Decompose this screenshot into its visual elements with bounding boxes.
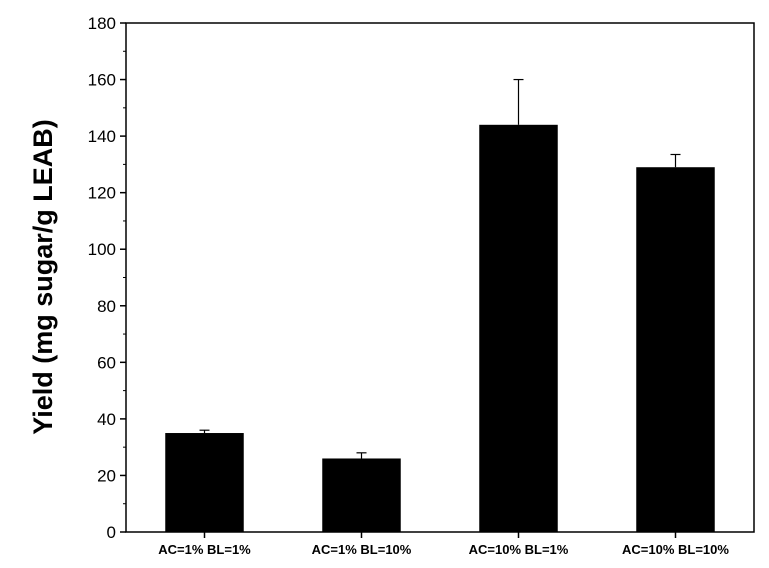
y-tick-label-120: 120: [88, 184, 116, 203]
x-tick-label-4: AC=10% BL=10%: [622, 542, 729, 557]
error-bars-group: [199, 78, 681, 459]
y-tick-label-180: 180: [88, 14, 116, 33]
x-tick-label-3: AC=10% BL=1%: [469, 542, 569, 557]
bar-3: [479, 124, 558, 533]
y-tick-label-40: 40: [97, 410, 116, 429]
y-tick-label-20: 20: [97, 466, 116, 485]
bar-2: [322, 458, 401, 532]
y-tick-label-140: 140: [88, 127, 116, 146]
y-tick-label-100: 100: [88, 240, 116, 259]
y-tick-label-60: 60: [97, 353, 116, 372]
x-labels-group: AC=1% BL=1% AC=1% BL=10% AC=10% BL=1% AC=10…: [158, 542, 729, 557]
bar-4: [636, 167, 715, 532]
y-ticks-group: 0 20 40 60 80 100 120 140 160 180: [88, 14, 126, 542]
y-tick-label-80: 80: [97, 297, 116, 316]
bars-group: [165, 124, 715, 533]
y-tick-label-0: 0: [107, 523, 116, 542]
bar-1: [165, 433, 244, 532]
x-tick-label-2: AC=1% BL=10%: [312, 542, 412, 557]
y-axis-title: Yield (mg sugar/g LEAB): [28, 119, 58, 435]
x-tick-label-1: AC=1% BL=1%: [158, 542, 251, 557]
y-tick-label-160: 160: [88, 71, 116, 90]
